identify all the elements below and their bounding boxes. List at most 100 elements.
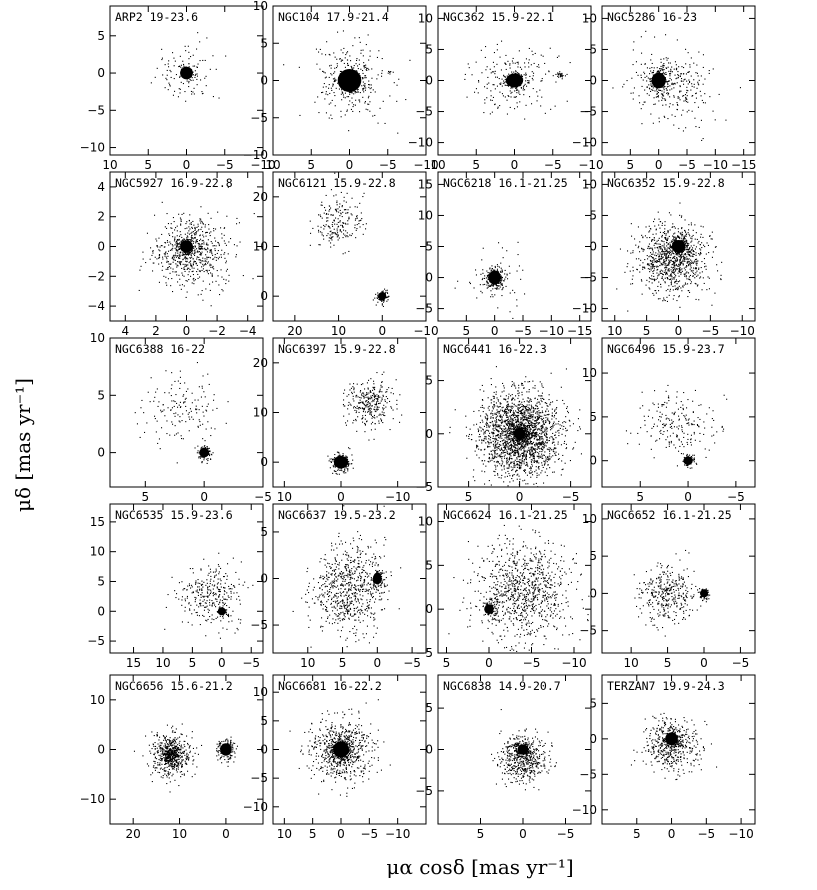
data-point <box>505 84 507 86</box>
data-point <box>656 91 658 93</box>
data-point <box>324 207 326 209</box>
data-point <box>684 246 686 248</box>
data-point <box>666 245 668 247</box>
data-point <box>671 71 673 73</box>
data-point <box>387 299 389 301</box>
data-point <box>367 109 369 111</box>
data-point <box>682 249 684 251</box>
data-point <box>354 227 356 229</box>
data-point <box>531 71 533 73</box>
data-point <box>175 246 177 248</box>
data-point <box>669 242 671 244</box>
data-point <box>653 294 655 296</box>
data-point <box>346 78 348 80</box>
data-point <box>180 251 182 253</box>
data-point <box>372 115 374 117</box>
data-point <box>187 232 189 234</box>
data-point <box>180 224 182 226</box>
data-point <box>355 237 357 239</box>
data-point <box>179 376 181 378</box>
data-point <box>200 218 202 220</box>
data-point <box>217 242 219 244</box>
data-point <box>381 58 383 60</box>
data-point <box>236 245 238 247</box>
data-point <box>149 258 151 260</box>
data-point <box>675 260 677 262</box>
data-point <box>387 398 389 400</box>
data-point <box>320 204 322 206</box>
data-point <box>677 235 679 237</box>
data-point <box>347 468 349 470</box>
data-point <box>487 76 489 78</box>
data-point <box>515 89 517 91</box>
data-point <box>190 222 192 224</box>
data-point <box>636 269 638 271</box>
data-point <box>353 389 355 391</box>
data-point <box>218 97 220 99</box>
data-point <box>345 472 347 474</box>
data-point <box>194 234 196 236</box>
data-point <box>692 262 694 264</box>
data-point <box>206 244 208 246</box>
data-point <box>194 237 196 239</box>
data-point <box>529 431 531 433</box>
data-point <box>494 269 496 271</box>
data-point <box>170 76 172 78</box>
data-point <box>657 298 659 300</box>
data-point <box>505 472 507 474</box>
data-point <box>561 78 563 80</box>
data-point <box>346 395 348 397</box>
data-point <box>172 257 174 259</box>
data-point <box>142 258 144 260</box>
x-tick-label: −5 <box>702 324 720 338</box>
data-point <box>493 71 495 73</box>
data-point <box>655 242 657 244</box>
data-point <box>385 391 387 393</box>
data-point <box>677 97 679 99</box>
data-point <box>187 413 189 415</box>
data-point <box>501 78 503 80</box>
data-point <box>370 412 372 414</box>
data-point <box>664 260 666 262</box>
data-point <box>466 435 468 437</box>
data-point <box>654 90 656 92</box>
data-point <box>363 408 365 410</box>
data-point <box>532 75 534 77</box>
data-point <box>669 89 671 91</box>
data-point <box>524 293 526 295</box>
data-point <box>351 78 353 80</box>
data-point <box>690 267 692 269</box>
data-point <box>353 387 355 389</box>
data-point <box>201 462 203 464</box>
data-point <box>558 72 560 74</box>
data-point <box>652 257 654 259</box>
data-point <box>174 401 176 403</box>
data-point <box>670 247 672 249</box>
data-point <box>167 261 169 263</box>
data-point <box>494 265 496 267</box>
data-point <box>354 219 356 221</box>
data-point <box>651 257 653 259</box>
data-point <box>365 44 367 46</box>
data-point <box>700 236 702 238</box>
data-point <box>330 238 332 240</box>
data-point <box>200 262 202 264</box>
data-point <box>191 246 193 248</box>
data-point <box>370 423 372 425</box>
data-point <box>212 281 214 283</box>
data-point <box>339 221 341 223</box>
data-point <box>369 411 371 413</box>
data-point <box>506 83 508 85</box>
data-point <box>528 80 530 82</box>
panel-7-points <box>616 202 723 312</box>
y-tick-label: 15 <box>418 177 433 191</box>
data-point <box>181 284 183 286</box>
data-point <box>170 395 172 397</box>
data-point <box>344 405 346 407</box>
data-point <box>695 92 697 94</box>
data-point <box>363 394 365 396</box>
data-point <box>681 253 683 255</box>
data-point <box>177 281 179 283</box>
data-point <box>664 251 666 253</box>
data-point <box>524 439 526 441</box>
